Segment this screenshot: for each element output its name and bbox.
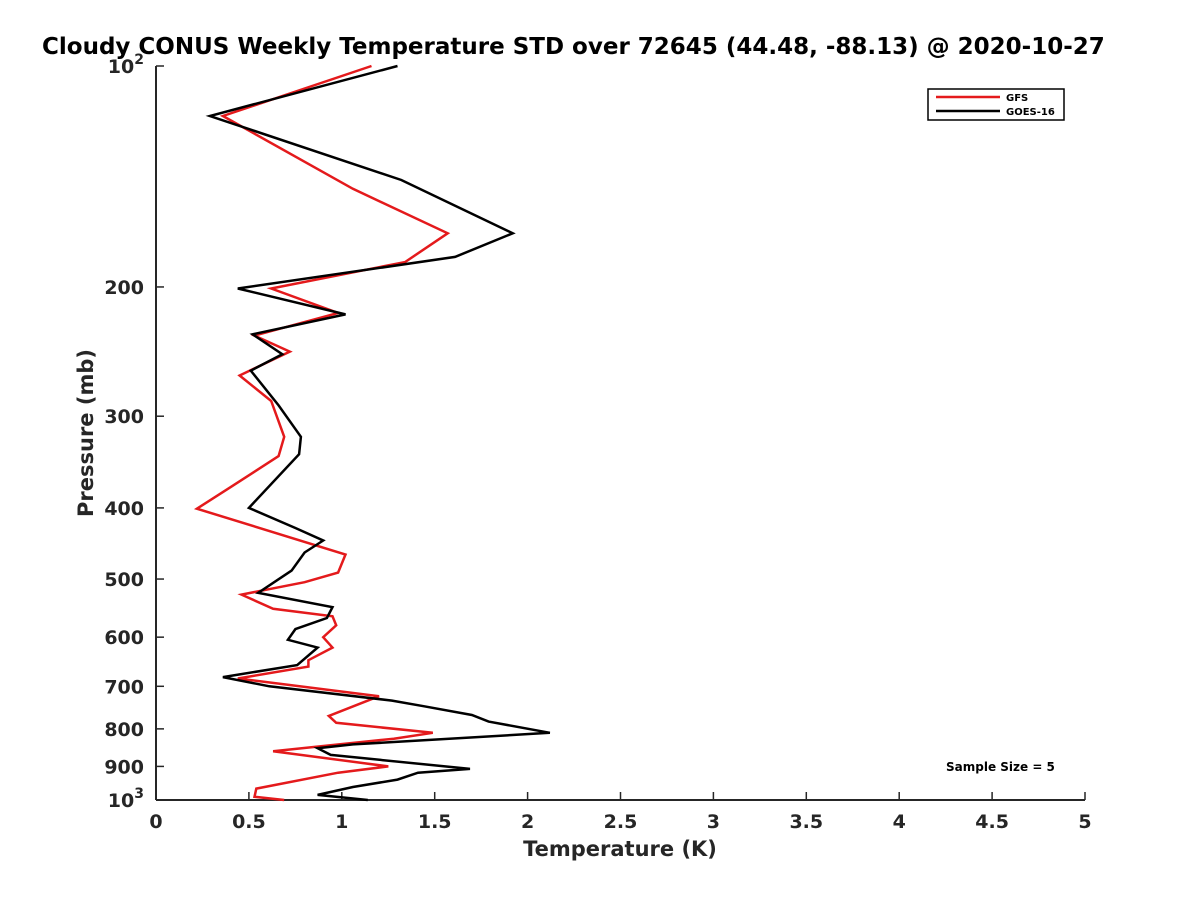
x-tick-label: 1 bbox=[335, 811, 348, 833]
sample-size-annotation: Sample Size = 5 bbox=[946, 760, 1055, 774]
y-tick-label: 500 bbox=[104, 569, 144, 591]
x-tick-label: 3 bbox=[707, 811, 720, 833]
x-tick-label: 4 bbox=[893, 811, 906, 833]
y-tick-label: 102 bbox=[108, 52, 144, 78]
x-tick-label: 1.5 bbox=[418, 811, 452, 833]
series-layer bbox=[193, 64, 551, 802]
y-tick-label: 600 bbox=[104, 627, 144, 649]
x-tick-label: 0.5 bbox=[232, 811, 266, 833]
y-tick-label: 700 bbox=[104, 676, 144, 698]
y-axis-ticks: 102 200 300 400 500 600 700 800 900 103 bbox=[104, 52, 164, 812]
y-axis-label: Pressure (mb) bbox=[74, 349, 98, 517]
x-axis-label: Temperature (K) bbox=[523, 837, 717, 861]
y-tick-label: 800 bbox=[104, 719, 144, 741]
y-tick-label: 400 bbox=[104, 498, 144, 520]
x-tick-label: 5 bbox=[1078, 811, 1091, 833]
series-line-gfs bbox=[193, 64, 451, 802]
legend-box bbox=[927, 88, 1065, 121]
chart-title: Cloudy CONUS Weekly Temperature STD over… bbox=[42, 34, 1105, 60]
x-axis-ticks: 0 0.5 1 1.5 2 2.5 3 3.5 4 4.5 5 bbox=[149, 792, 1092, 833]
legend-label-gfs: GFS bbox=[1006, 93, 1028, 104]
y-tick-label: 103 bbox=[108, 786, 144, 812]
x-tick-label: 0 bbox=[149, 811, 162, 833]
x-tick-label: 2 bbox=[521, 811, 534, 833]
y-tick-label: 200 bbox=[104, 277, 144, 299]
legend-label-goes16: GOES-16 bbox=[1006, 107, 1055, 118]
series-line-goes-16 bbox=[205, 64, 551, 802]
y-tick-label: 900 bbox=[104, 756, 144, 778]
x-tick-label: 2.5 bbox=[604, 811, 638, 833]
legend: GFS GOES-16 bbox=[927, 88, 1065, 121]
x-tick-label: 3.5 bbox=[789, 811, 823, 833]
x-tick-label: 4.5 bbox=[975, 811, 1009, 833]
y-tick-label: 300 bbox=[104, 406, 144, 428]
